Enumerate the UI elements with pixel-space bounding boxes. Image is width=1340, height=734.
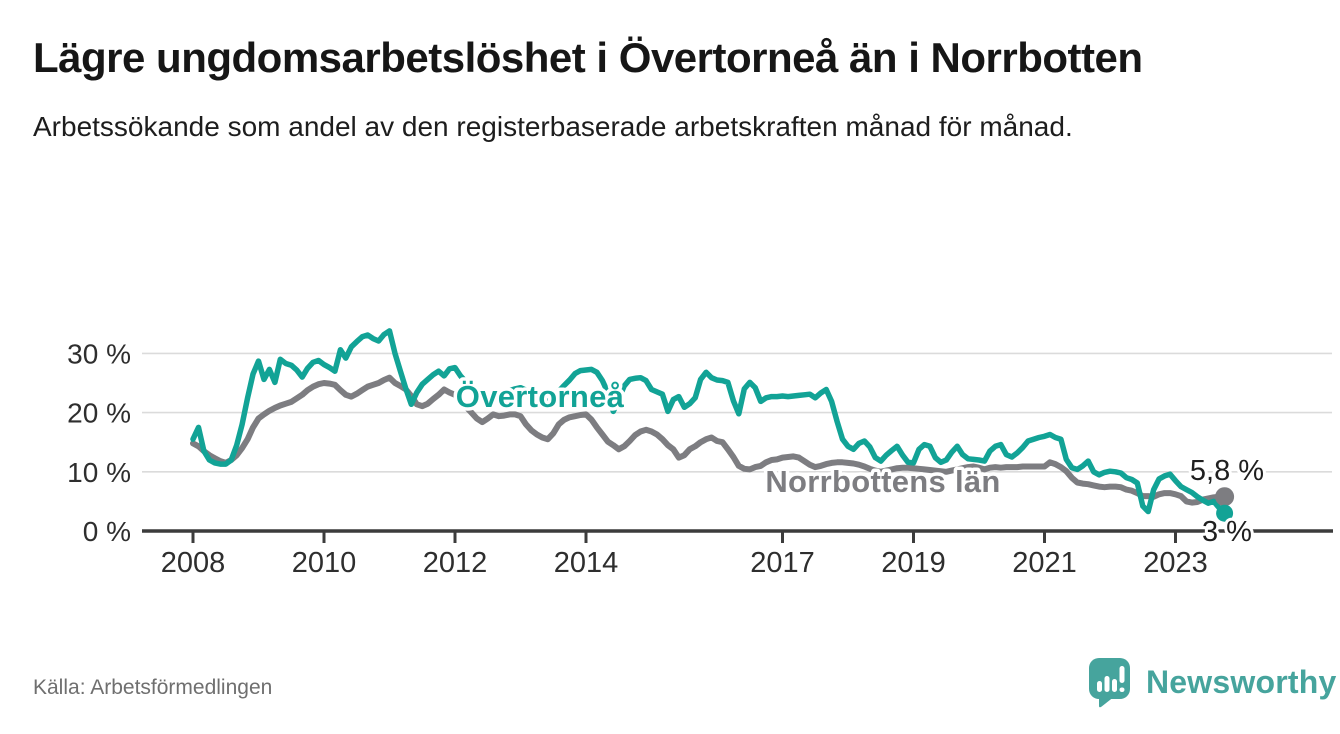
norrbotten-end-value-label: 5,8 % — [1190, 455, 1264, 487]
x-axis-label-2010: 2010 — [292, 547, 357, 579]
chart-header: Lägre ungdomsarbetslöshet i Övertorneå ä… — [33, 30, 1283, 148]
x-axis-label-2019: 2019 — [881, 547, 946, 579]
x-axis-label-2008: 2008 — [161, 547, 226, 579]
overtornea-end-value-label: 3 % — [1202, 516, 1252, 548]
x-axis-label-2023: 2023 — [1143, 547, 1208, 579]
series-end-dots-group — [1215, 487, 1235, 522]
x-axis-label-2017: 2017 — [750, 547, 815, 579]
y-axis-label-20: 20 % — [67, 398, 131, 429]
source-note: Källa: Arbetsförmedlingen — [33, 676, 273, 699]
norrbotten-line — [190, 374, 1228, 506]
page-subtitle: Arbetssökande som andel av den registerb… — [33, 111, 1073, 143]
y-axis-label-10: 10 % — [67, 457, 131, 488]
y-axis-labels-group: 0 % 10 % 20 % 30 % — [67, 338, 131, 547]
x-axis-label-2021: 2021 — [1012, 547, 1077, 579]
y-axis-label-0: 0 % — [83, 516, 131, 547]
x-axis-label-2014: 2014 — [554, 547, 619, 579]
overtornea-series-label: Övertorneå — [456, 379, 625, 414]
norrbotten-series-label: Norrbottens län — [765, 464, 1000, 499]
overtornea-line — [190, 328, 1228, 516]
norrbotten-end-dot — [1215, 487, 1235, 507]
newsworthy-chart-bubble-icon — [1089, 658, 1130, 708]
series-lines-group — [190, 328, 1228, 516]
page-title: Lägre ungdomsarbetslöshet i Övertorneå ä… — [33, 34, 1143, 81]
newsworthy-logo: Newsworthy — [1086, 656, 1336, 708]
overtornea-end-dot — [1216, 504, 1234, 522]
y-axis-label-30: 30 % — [67, 338, 131, 369]
x-axis-group: 2008 2010 2012 2014 2017 2019 2021 2023 — [161, 531, 1208, 579]
x-axis-label-2012: 2012 — [423, 547, 488, 579]
newsworthy-brand-text: Newsworthy — [1146, 663, 1337, 700]
